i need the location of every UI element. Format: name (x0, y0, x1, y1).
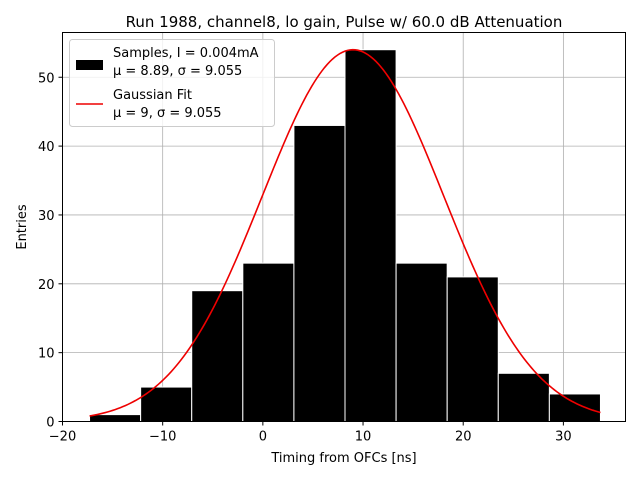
x-tick-label: 0 (259, 430, 267, 445)
legend-histogram-label: Samples, I = 0.004mA (113, 46, 259, 61)
histogram-bars (89, 49, 601, 423)
x-tick-label: 10 (355, 430, 372, 445)
histogram-bar (89, 414, 142, 423)
x-axis-label: Timing from OFCs [ns] (270, 451, 416, 466)
histogram-bar (497, 372, 550, 422)
y-tick-label: 50 (38, 71, 55, 86)
x-tick-label: 20 (455, 430, 472, 445)
legend-histogram-stats: μ = 8.89, σ = 9.055 (113, 64, 242, 79)
y-tick-label: 10 (38, 347, 55, 362)
x-axis-ticks: −20 −10 0 10 20 30 (49, 421, 572, 445)
y-axis-ticks: 0 10 20 30 40 50 (38, 71, 63, 431)
histogram-bar (293, 124, 346, 422)
histogram-bar (395, 262, 448, 423)
legend-fit-stats: μ = 9, σ = 9.055 (113, 106, 222, 121)
gaussian-fit (89, 48, 601, 417)
histogram-bar (344, 49, 397, 422)
legend: Samples, I = 0.004mA μ = 8.89, σ = 9.055… (69, 39, 275, 127)
legend-histogram-swatch (76, 60, 103, 70)
legend-box (69, 39, 275, 127)
y-axis-label: Entries (15, 204, 30, 250)
chart-title: Run 1988, channel8, lo gain, Pulse w/ 60… (126, 13, 563, 31)
x-tick-label: −20 (49, 430, 76, 445)
gaussian-fit-curve (89, 48, 601, 417)
y-tick-label: 0 (46, 416, 54, 431)
legend-fit-label: Gaussian Fit (113, 88, 192, 103)
y-tick-label: 20 (38, 278, 55, 293)
x-tick-label: −10 (149, 430, 176, 445)
y-tick-label: 40 (38, 140, 55, 155)
histogram-bar (191, 290, 244, 423)
histogram-bar (242, 262, 295, 423)
plot-frame (62, 32, 626, 422)
histogram-bar (446, 276, 499, 422)
histogram-bar (140, 386, 193, 423)
histogram-bar (548, 393, 601, 422)
x-tick-label: 30 (555, 430, 572, 445)
y-tick-label: 30 (38, 209, 55, 224)
